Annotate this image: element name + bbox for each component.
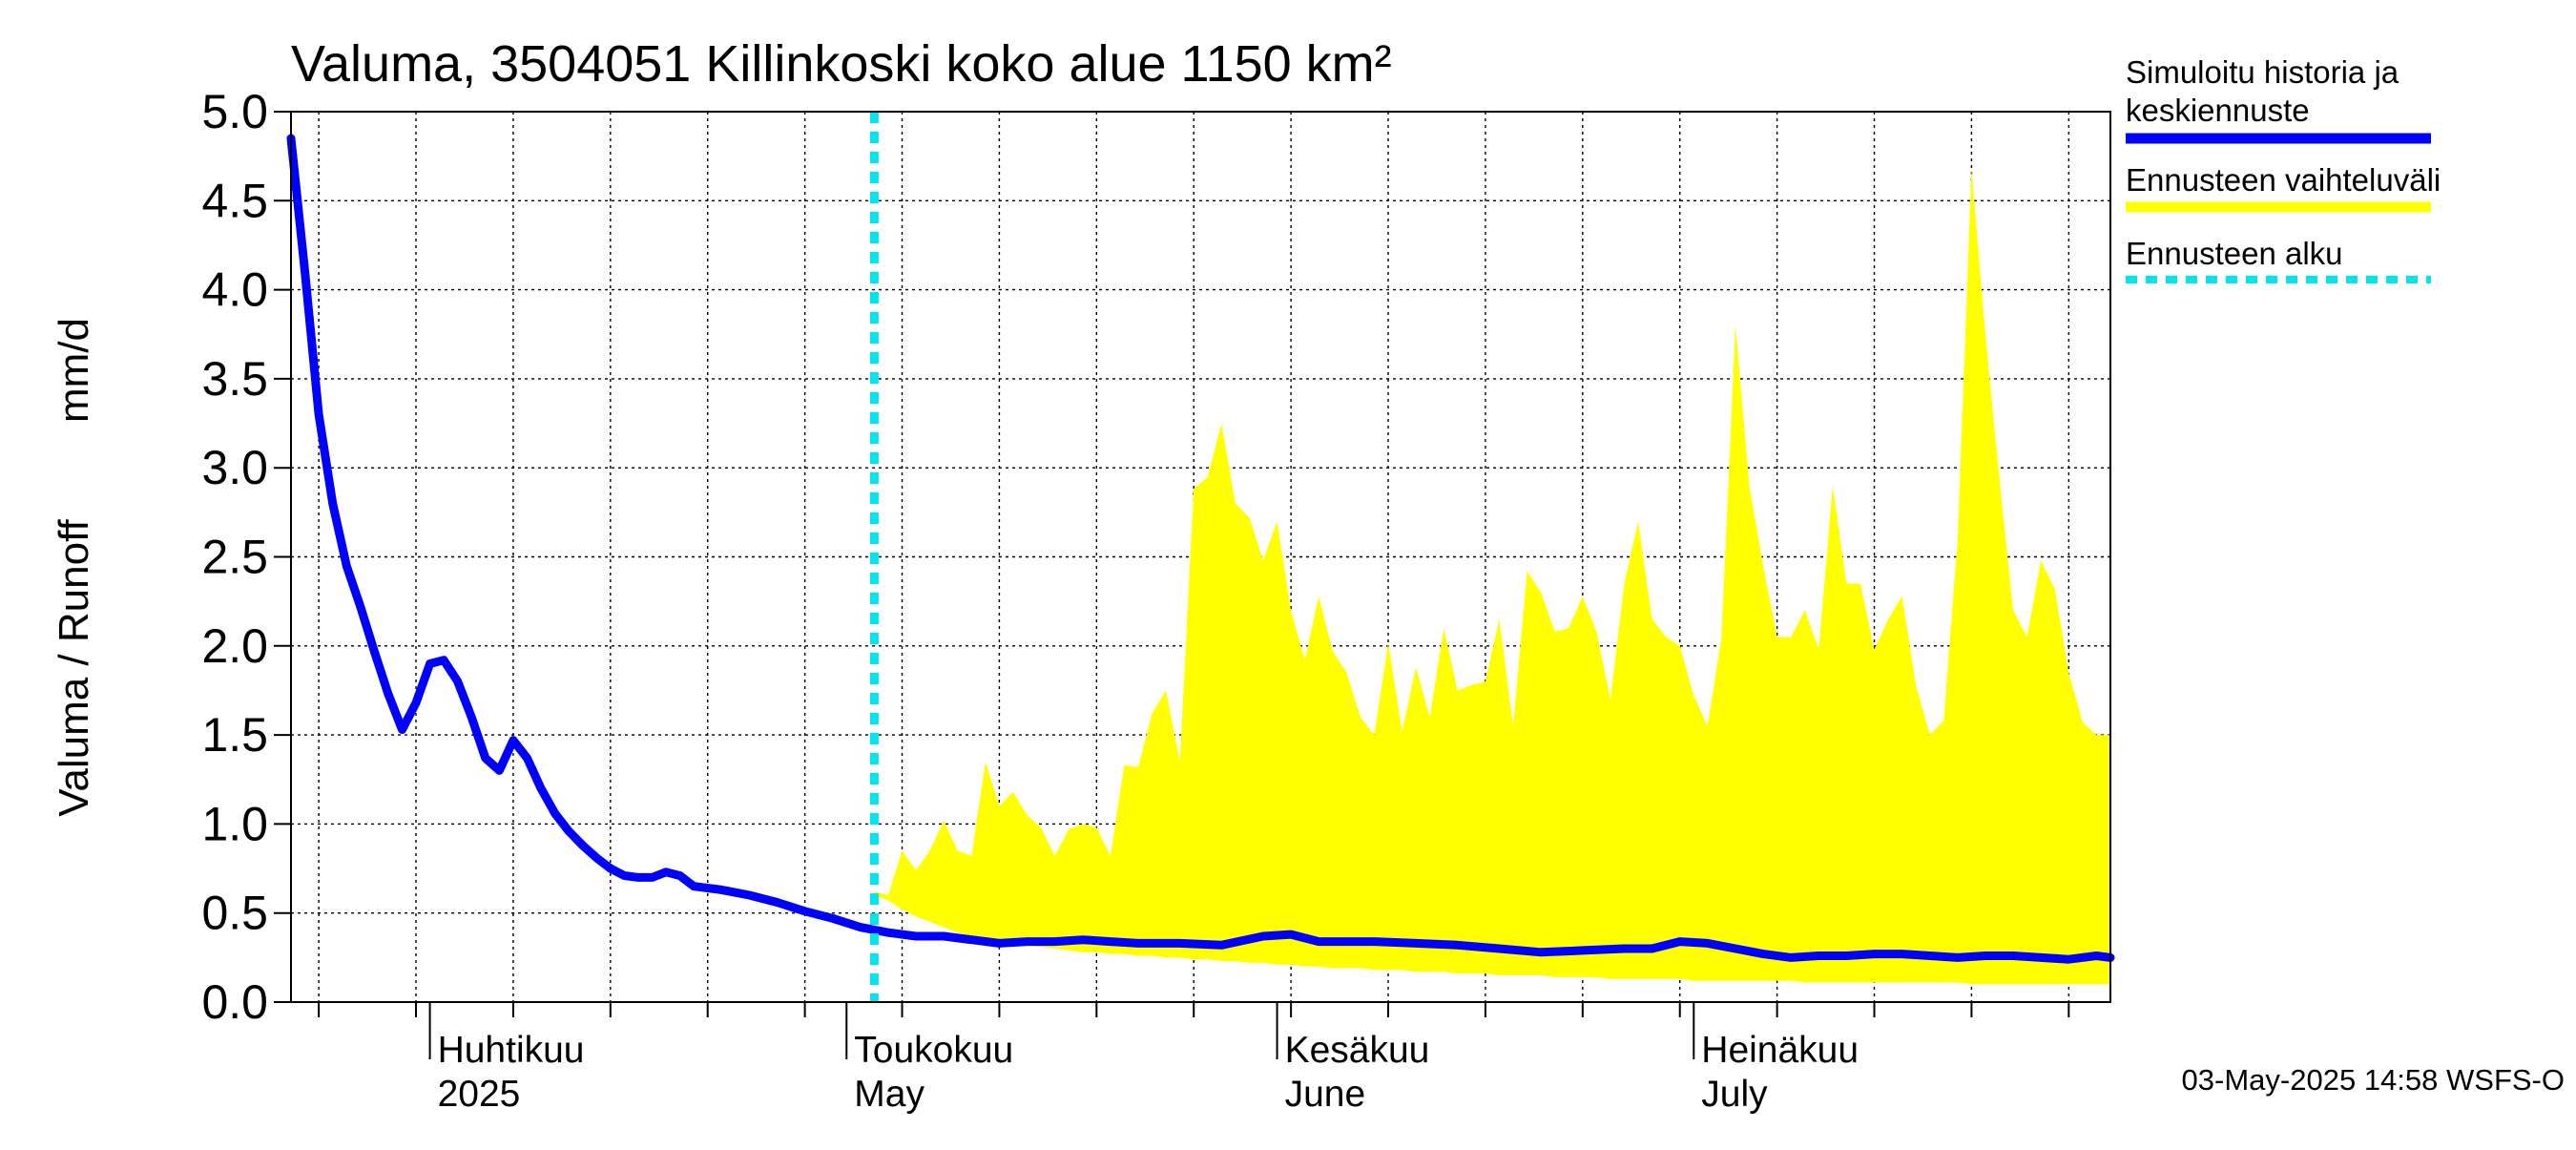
y-tick-label: 0.0 [201,975,268,1029]
month-label: Huhtikuu [438,1030,585,1071]
legend-label: Ennusteen vaihteluväli [2126,162,2441,198]
legend-label: Simuloitu historia ja [2126,54,2399,90]
y-tick-label: 5.0 [201,85,268,138]
y-axis-label-group: Valuma / Runoff mm/d [51,318,97,817]
legend-label: Ennusteen alku [2126,236,2343,271]
series-line-layer [286,134,2115,964]
chart-title: Valuma, 3504051 Killinkoski koko alue 11… [291,35,1392,93]
month-year-label: May [854,1074,924,1115]
y-tick-label: 4.5 [201,174,268,227]
forecast-range-area [874,168,2110,985]
plot-frame [290,111,2111,1003]
y-axis-label: Valuma / Runoff [51,519,97,817]
y-tick-label: 3.5 [201,352,268,406]
legend-label-line2: keskiennuste [2126,93,2310,128]
y-tick-label: 3.0 [201,441,268,494]
month-label: Kesäkuu [1285,1030,1430,1071]
y-tick-label: 0.5 [201,887,268,940]
y-tick-label: 2.5 [201,531,268,584]
month-label: Toukokuu [854,1030,1013,1071]
y-tick-label: 1.5 [201,708,268,762]
month-year-label: June [1285,1074,1366,1115]
y-axis-unit: mm/d [51,318,97,423]
axes-layer: 0.0 0.5 1.0 1.5 2.0 2.5 3.0 3.5 4.0 4.5 5.0 Huhtiku… [201,85,2111,1115]
y-tick-label: 4.0 [201,263,268,317]
month-year-label: July [1701,1074,1768,1115]
month-year-label: 2025 [438,1074,521,1115]
forecast-band-layer [874,168,2110,985]
simulated-history-line [286,134,2115,964]
footer-timestamp: 03-May-2025 14:58 WSFS-O [2182,1063,2565,1097]
y-tick-label: 2.0 [201,619,268,673]
month-label: Heinäkuu [1701,1030,1859,1071]
y-tick-label: 1.0 [201,797,268,850]
